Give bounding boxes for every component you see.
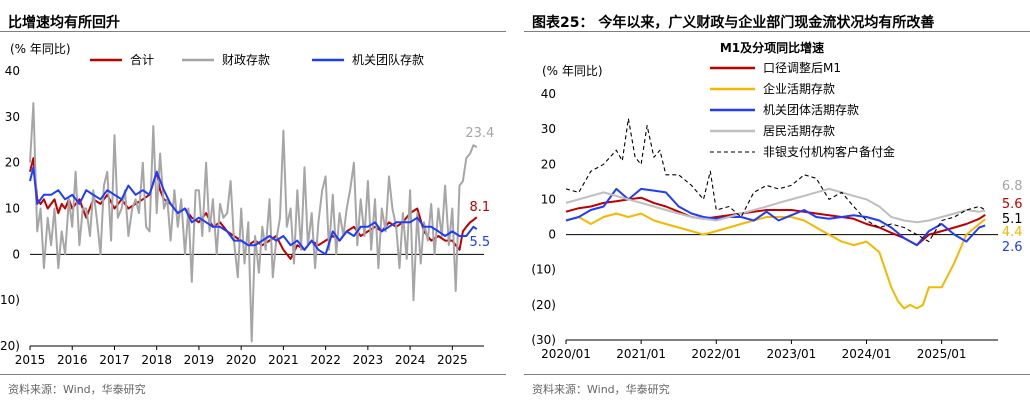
left-y-tick-label: 30	[5, 110, 20, 124]
right-y-tick-label: 30	[541, 122, 556, 136]
right-y-tick-label: 0	[548, 228, 556, 242]
right-end-value-label: 5.1	[1002, 212, 1023, 227]
right-x-tick-label: 2021/01	[616, 347, 666, 361]
left-x-tick-label: 2017	[99, 353, 130, 367]
right-series-line-2	[565, 212, 986, 310]
left-x-tick-label: 2019	[184, 353, 215, 367]
left-source-note: 资料来源：Wind，华泰研究	[8, 383, 146, 396]
right-y-axis-label: (% 年同比)	[542, 64, 603, 78]
left-x-tick-label: 2016	[57, 353, 88, 367]
left-title-rule	[0, 31, 506, 32]
left-x-tick-label: 2023	[353, 353, 384, 367]
right-y-tick-label: (20)	[531, 298, 556, 312]
left-x-tick-label: 2018	[141, 353, 172, 367]
left-end-value-label: 5.5	[469, 235, 490, 250]
right-series-line-3	[565, 187, 986, 247]
right-end-value-label: 6.8	[1002, 179, 1023, 194]
right-title-rule	[524, 31, 1030, 32]
left-y-tick-label: 0	[12, 247, 20, 261]
left-y-tick-label: (20)	[0, 339, 20, 353]
right-y-tick-label: 20	[541, 157, 556, 171]
left-x-tick-label: 2015	[15, 353, 46, 367]
right-x-tick-label: 2025/01	[917, 347, 967, 361]
right-legend-label: 口径调整后M1	[763, 60, 841, 75]
right-series-line-5	[565, 118, 986, 243]
left-x-tick-label: 2022	[310, 353, 341, 367]
left-panel: 比增速均有所回升 (% 年同比) 40 30 20 10 0 (10) (20)2015 201…	[0, 0, 506, 402]
right-legend-label: 机关团体活期存款	[763, 103, 859, 117]
right-y-tick-label: (30)	[531, 333, 556, 347]
left-y-tick-label: 10	[5, 202, 20, 216]
left-y-axis-label: (% 年同比)	[10, 42, 71, 56]
left-panel-title: 比增速均有所回升	[8, 15, 120, 31]
right-end-value-label: 4.4	[1002, 225, 1023, 240]
right-x-tick-label: 2020/01	[541, 347, 591, 361]
left-legend-label: 财政存款	[222, 53, 270, 67]
right-panel-title: 图表25： 今年以来，广义财政与企业部门现金流状况均有所改善	[532, 15, 935, 31]
left-end-value-label: 23.4	[465, 126, 494, 141]
left-y-tick-label: 40	[5, 64, 20, 78]
right-series-line-4	[565, 187, 986, 224]
left-chart: (% 年同比) 40 30 20 10 0 (10) (20)2015 2016 2017 2018…	[0, 42, 494, 367]
right-end-value-label: 2.6	[1002, 240, 1023, 255]
left-x-tick-label: 2024	[395, 353, 426, 367]
left-end-value-label: 8.1	[469, 200, 490, 215]
right-legend-label: 非银支付机构客户备付金	[763, 144, 895, 159]
left-legend-label: 机关团队存款	[352, 52, 424, 67]
left-series-line-3	[29, 166, 478, 256]
left-y-tick-label: 20	[5, 156, 20, 170]
left-y-tick-label: (10)	[0, 293, 20, 307]
left-x-tick-label: 2021	[268, 353, 299, 367]
right-chart-title: M1及分项同比增速	[720, 40, 824, 55]
right-y-tick-label: (10)	[531, 263, 556, 277]
right-x-tick-label: 2022/01	[691, 347, 741, 361]
right-y-tick-label: 40	[541, 87, 556, 101]
right-legend-label: 企业活期存款	[763, 81, 835, 96]
right-source-note: 资料来源：Wind，华泰研究	[532, 383, 670, 396]
left-legend-label: 合计	[130, 52, 154, 67]
left-bottom-rule	[0, 374, 506, 375]
right-chart: (% 年同比)M1及分项同比增速403020100(10)(20)(30)202…	[531, 40, 1023, 361]
right-legend-label: 居民活期存款	[763, 124, 835, 138]
right-x-tick-label: 2024/01	[842, 347, 892, 361]
left-x-tick-label: 2025	[437, 353, 468, 367]
right-x-tick-label: 2023/01	[766, 347, 816, 361]
right-panel: 图表25： 今年以来，广义财政与企业部门现金流状况均有所改善 (% 年同比) M1…	[524, 0, 1030, 402]
right-bottom-rule	[524, 374, 1030, 375]
right-y-tick-label: 10	[541, 192, 556, 206]
left-x-tick-label: 2020	[226, 353, 257, 367]
right-end-value-label: 5.6	[1002, 197, 1023, 212]
